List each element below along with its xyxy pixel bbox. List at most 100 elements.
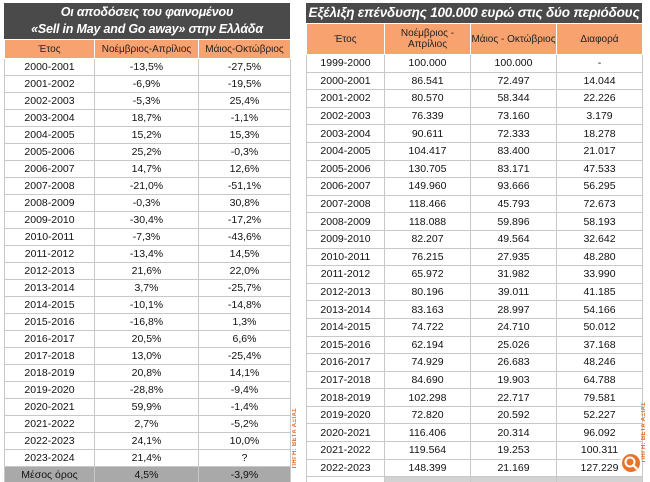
table-cell: 72.497 <box>470 72 557 91</box>
table-cell: 83.163 <box>384 300 471 319</box>
table-cell: 2016-2017 <box>306 353 385 372</box>
table-row: 2005-2006 25,2% -0,3% <box>4 143 291 161</box>
table-row: 2002-2003 76.339 73.160 3.179 <box>306 107 643 126</box>
table-cell: 45.793 <box>470 195 557 214</box>
table-cell: 83.171 <box>470 160 557 179</box>
table-cell: 37.168 <box>556 336 643 355</box>
table-cell: 4,5% <box>94 466 199 482</box>
table-cell: 47.533 <box>556 160 643 179</box>
table-cell: 2010-2011 <box>4 228 95 246</box>
table-cell: 3,7% <box>94 279 199 297</box>
right-source-note: ΠΗΓΗ: BETA ΑΞΙΑΣ <box>641 402 647 463</box>
table-cell: 59.896 <box>470 212 557 231</box>
table-row: 2003-2004 18,7% -1,1% <box>4 109 291 127</box>
table-cell: 76.339 <box>384 107 471 126</box>
table-row: 2019-2020 72.820 20.592 52.227 <box>306 406 643 425</box>
returns-table-body: 2000-2001 -13,5% -27,5% 2001-2002 -6,9% -19,5… <box>4 58 291 482</box>
table-cell: -27,5% <box>198 58 291 76</box>
table-cell: 2020-2021 <box>4 398 95 416</box>
table-cell: 52.227 <box>556 406 643 425</box>
table-cell: 2000-2001 <box>4 58 95 76</box>
table-cell: -3,9% <box>198 466 291 482</box>
table-row: 2018-2019 102.298 22.717 79.581 <box>306 388 643 407</box>
table-row: 2000-2001 86.541 72.497 14.044 <box>306 72 643 91</box>
investment-table-header: Έτος Νοέμβριος - Απρίλιος Μάιος - Οκτώβρ… <box>306 23 643 55</box>
table-cell: 104.417 <box>384 142 471 161</box>
table-cell: 2022-2023 <box>306 459 385 478</box>
table-cell: 64.788 <box>556 371 643 390</box>
table-cell: 2007-2008 <box>4 177 95 195</box>
table-cell: 72.673 <box>556 195 643 214</box>
table-cell: -25,7% <box>198 279 291 297</box>
left-title-line1: Οι αποδόσεις του φαινομένου <box>60 5 234 19</box>
table-cell: 54.166 <box>556 300 643 319</box>
table-cell: 41.185 <box>556 283 643 302</box>
table-cell: 118.466 <box>384 195 471 214</box>
header-year: Έτος <box>4 39 95 59</box>
table-row: 2008-2009 -0,3% 30,8% <box>4 194 291 212</box>
magnifier-logo-icon <box>620 452 642 474</box>
table-cell: 2018-2019 <box>4 364 95 382</box>
table-cell: 2008-2009 <box>4 194 95 212</box>
table-cell: 180.156 <box>384 476 471 482</box>
table-cell: 2013-2014 <box>306 300 385 319</box>
table-cell: 22,0% <box>198 262 291 280</box>
table-row: 2012-2013 80.196 39.011 41.185 <box>306 283 643 302</box>
table-cell: -14,8% <box>198 296 291 314</box>
table-cell: 2004-2005 <box>306 142 385 161</box>
table-cell: 32.642 <box>556 230 643 249</box>
table-cell: 27.935 <box>470 248 557 267</box>
table-cell: 2021-2022 <box>4 415 95 433</box>
table-row: 2016-2017 74.929 26.683 48.246 <box>306 353 643 372</box>
table-cell: 72.333 <box>470 124 557 143</box>
table-row: 2020-2021 116.406 20.314 96.092 <box>306 423 643 443</box>
table-cell: 2017-2018 <box>306 371 385 390</box>
table-cell: 25.026 <box>470 336 557 355</box>
table-cell: -0,3% <box>198 143 291 161</box>
table-cell: 58.344 <box>470 89 557 108</box>
table-cell: 2022-2023 <box>4 432 95 450</box>
table-cell: 65.972 <box>384 265 471 284</box>
table-cell: Μέσος όρος <box>4 466 95 482</box>
table-cell: -30,4% <box>94 211 199 229</box>
table-cell: 2001-2002 <box>306 89 385 108</box>
table-cell: 2006-2007 <box>306 177 385 196</box>
table-cell: 118.088 <box>384 212 471 231</box>
table-cell: 2012-2013 <box>4 262 95 280</box>
table-cell: -16,8% <box>94 313 199 331</box>
table-cell: 2001-2002 <box>4 75 95 93</box>
table-cell: 2014-2015 <box>306 318 385 337</box>
table-cell: 96.092 <box>556 423 643 443</box>
table-cell: 2002-2003 <box>4 92 95 110</box>
table-cell: 130.705 <box>384 160 471 179</box>
table-cell: 2023-2024 <box>306 476 385 482</box>
table-cell: -13,4% <box>94 245 199 263</box>
table-cell: -0,3% <box>94 194 199 212</box>
table-cell: -17,2% <box>198 211 291 229</box>
left-table-title: Οι αποδόσεις του φαινομένου «Sell in May… <box>4 3 290 39</box>
table-row: 2006-2007 149.960 93.666 56.295 <box>306 177 643 196</box>
table-cell: 100.311 <box>556 441 643 460</box>
header-may-oct: Μάιος-Οκτώβριος <box>198 39 291 59</box>
final-total-row: 2023-2024180.15621.169158.987 <box>306 476 643 482</box>
table-cell: 20,8% <box>94 364 199 382</box>
table-cell: -6,9% <box>94 75 199 93</box>
table-cell: -9,4% <box>198 381 291 399</box>
table-row: 2008-2009 118.088 59.896 58.193 <box>306 212 643 231</box>
table-cell: 21.169 <box>470 459 557 478</box>
table-row: 2014-2015 -10,1% -14,8% <box>4 296 291 314</box>
table-cell: 100.000 <box>470 54 557 73</box>
table-cell: 2017-2018 <box>4 347 95 365</box>
table-cell: 2015-2016 <box>306 336 385 355</box>
table-cell: 19.903 <box>470 371 557 390</box>
table-cell: -5,3% <box>94 92 199 110</box>
table-cell: 2013-2014 <box>4 279 95 297</box>
table-row: 2022-2023 148.399 21.169 127.229 <box>306 459 643 478</box>
table-cell: 18.278 <box>556 124 643 143</box>
table-cell: 90.611 <box>384 124 471 143</box>
table-cell: 19.253 <box>470 441 557 460</box>
table-cell: 2002-2003 <box>306 107 385 126</box>
table-row: 2009-2010 -30,4% -17,2% <box>4 211 291 229</box>
table-cell: 14,7% <box>94 160 199 178</box>
table-cell: 100.000 <box>384 54 471 73</box>
